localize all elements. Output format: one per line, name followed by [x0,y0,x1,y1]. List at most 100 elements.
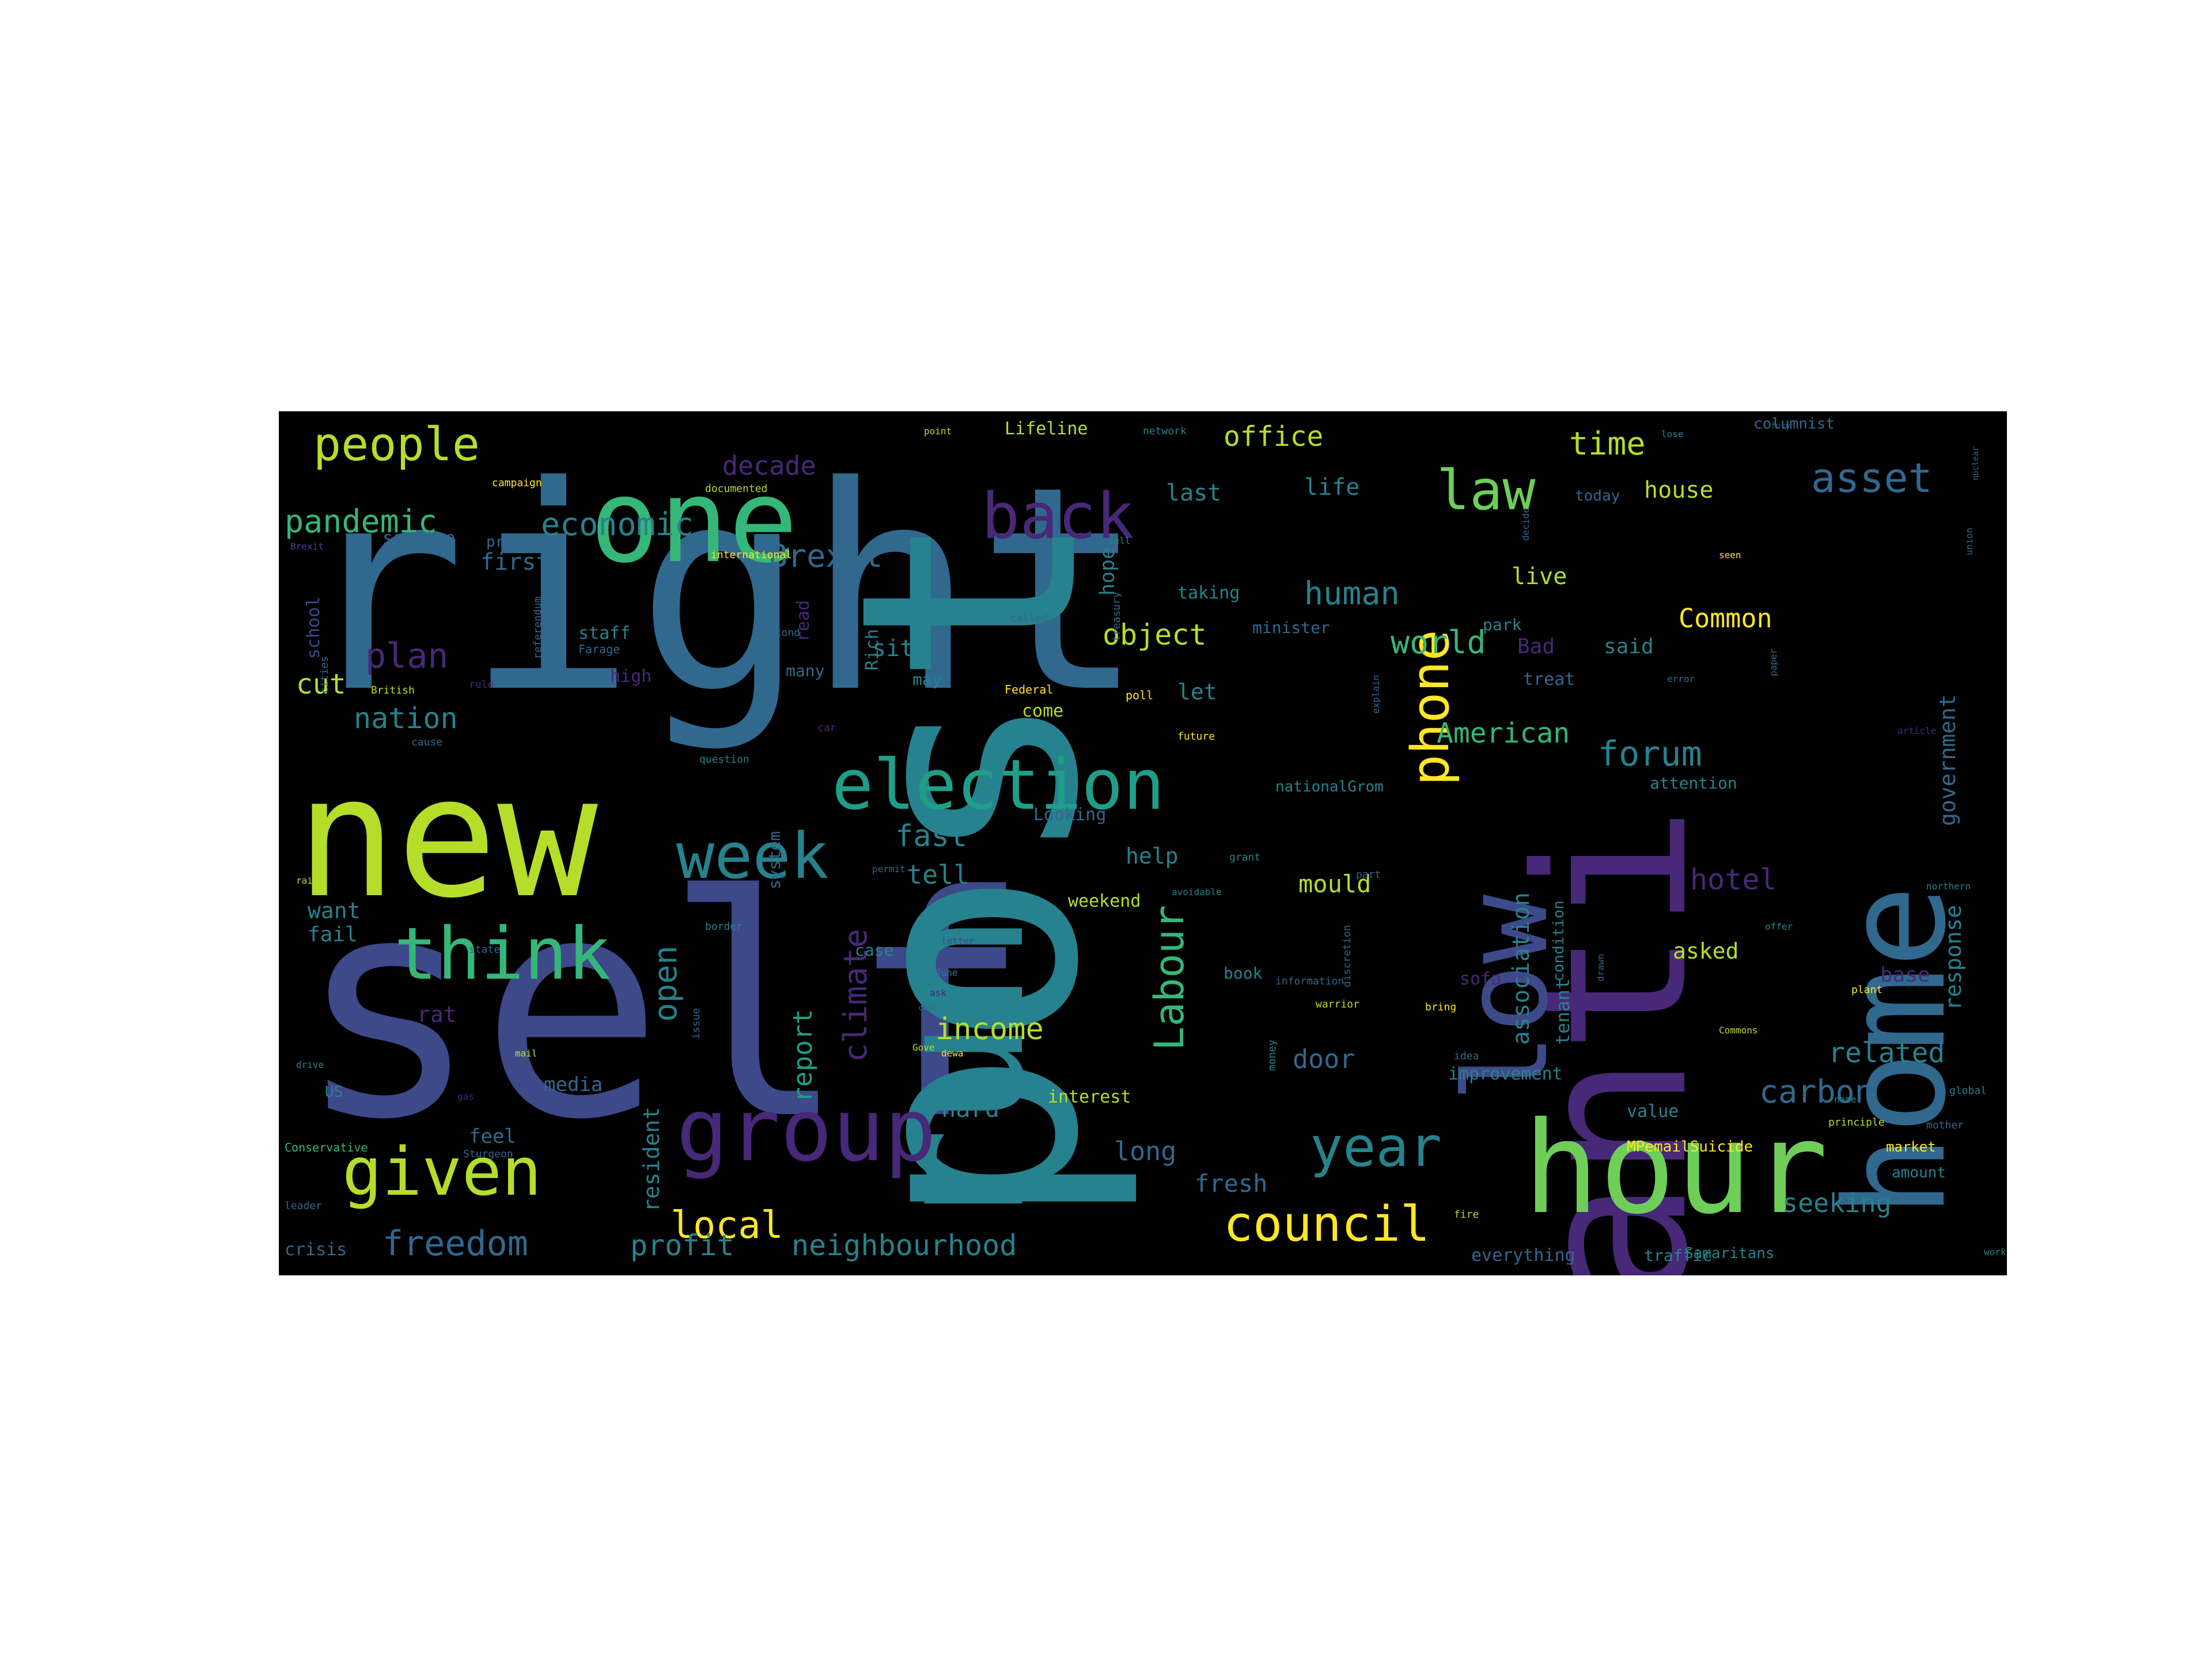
word-offer: offer [1765,921,1793,932]
word-related: related [1828,1037,1945,1069]
word-today: today [1575,487,1620,505]
word-cause: cause [411,736,442,748]
word-leader: leader [285,1200,322,1212]
word-office: office [1224,421,1323,453]
word-open: open [647,946,684,1022]
word-network: network [1143,425,1187,437]
word-week: week [676,819,829,893]
word-asset: asset [1811,454,1933,502]
word-income: income [935,1012,1044,1047]
word-self: self [296,831,1031,1186]
word-referendum: referendum [532,597,544,659]
word-door: door [1293,1044,1355,1074]
word-freedom: freedom [382,1224,528,1264]
word-local: local [671,1204,783,1247]
word-law: law [1437,459,1536,522]
word-mail: mail [515,1048,537,1059]
word-car: car [817,722,836,734]
word-report: report [787,1009,818,1103]
word-nuclear: nuclear [1971,446,1980,480]
word-group: group [676,1081,937,1181]
word-lifeline: Lifeline [1005,419,1088,439]
word-service: service [382,528,455,548]
word-decade: decade [722,450,816,481]
word-condition: condition [1550,900,1567,982]
word-base: base [1880,963,1930,987]
word-avoidable: avoidable [1172,887,1222,897]
word-british: British [371,684,415,696]
word-ask: ask [930,987,946,998]
word-brexit: Brexit [768,537,883,574]
word-sturgeon: Sturgeon [463,1148,513,1160]
word-columnist: columnist [1753,415,1835,433]
word-may: may [912,670,942,689]
word-post: post [796,508,1145,1229]
word-looking: Looking [1033,805,1106,825]
word-drawn: drawn [1595,954,1606,982]
word-treasury: treasury [1111,592,1123,642]
word-principle: principle [1828,1116,1885,1128]
word-forum: forum [1598,734,1702,774]
word-crisis: crisis [285,1240,347,1260]
word-issue: issue [690,1008,702,1039]
word-park: park [1483,615,1522,634]
word-state: state [469,944,500,956]
word-us: US [325,1084,343,1101]
word-system: system [765,831,784,889]
word-global: global [1949,1085,1987,1097]
word-work: work [1984,1247,2006,1257]
word-one: one [590,454,798,589]
word-everything: everything [1471,1245,1575,1266]
word-market: market [1886,1139,1936,1155]
word-climate: climate [837,929,874,1062]
word-given: given [342,1134,541,1211]
word-profit: profit [630,1229,734,1262]
word-help: help [1126,843,1179,869]
word-people: people [313,418,480,471]
word-decide: decide [1520,507,1531,541]
word-weekend: weekend [1068,891,1141,911]
word-long: long [1114,1136,1176,1166]
word-response: response [1941,905,1966,1010]
word-think: think [394,912,611,996]
word-seeking: seeking [1782,1188,1892,1218]
word-traffic: traffic [1644,1246,1712,1265]
word-gas: gas [457,1091,474,1102]
word-seen: seen [1719,550,1741,560]
word-said: said [1604,635,1654,658]
word-june: June [935,967,958,978]
word-low: low [1440,894,1574,1103]
word-election: election [832,745,1165,825]
word-common: Common [1679,603,1772,634]
word-first: first [480,549,550,575]
word-fire: fire [1454,1209,1479,1221]
word-cities: cities [319,656,331,694]
word-school: school [304,597,324,659]
word-explain: explain [1370,675,1381,714]
word-phone: phone [1400,630,1461,786]
word-association: association [1508,892,1535,1045]
word-article: article [1897,725,1936,736]
word-run: run [857,912,1065,1235]
word-mould: mould [1298,870,1371,898]
word-cloud-panel: right self post anti home run new one hour group l… [279,411,2007,1275]
word-lose: lose [1661,429,1684,440]
word-idea: idea [1454,1050,1479,1062]
word-time: time [1569,425,1645,462]
word-read: read [793,600,813,642]
word-money: money [1266,1040,1278,1071]
word-carbon: carbon [1759,1073,1874,1110]
word-media: media [544,1073,603,1096]
word-name: name [1834,1094,1857,1105]
word-conservative: Conservative [285,1141,368,1154]
word-tenant: tenant [1552,978,1574,1045]
word-minister: minister [1252,618,1330,637]
word-pressure: pressure [486,533,558,551]
word-dewa: dewa [941,1048,964,1059]
word-high: high [610,666,652,687]
word-taking: taking [1177,583,1240,603]
word-international: international [711,549,792,561]
word-resident: resident [639,1107,664,1212]
word-life: life [1304,474,1359,501]
word-paper: paper [1768,648,1779,676]
